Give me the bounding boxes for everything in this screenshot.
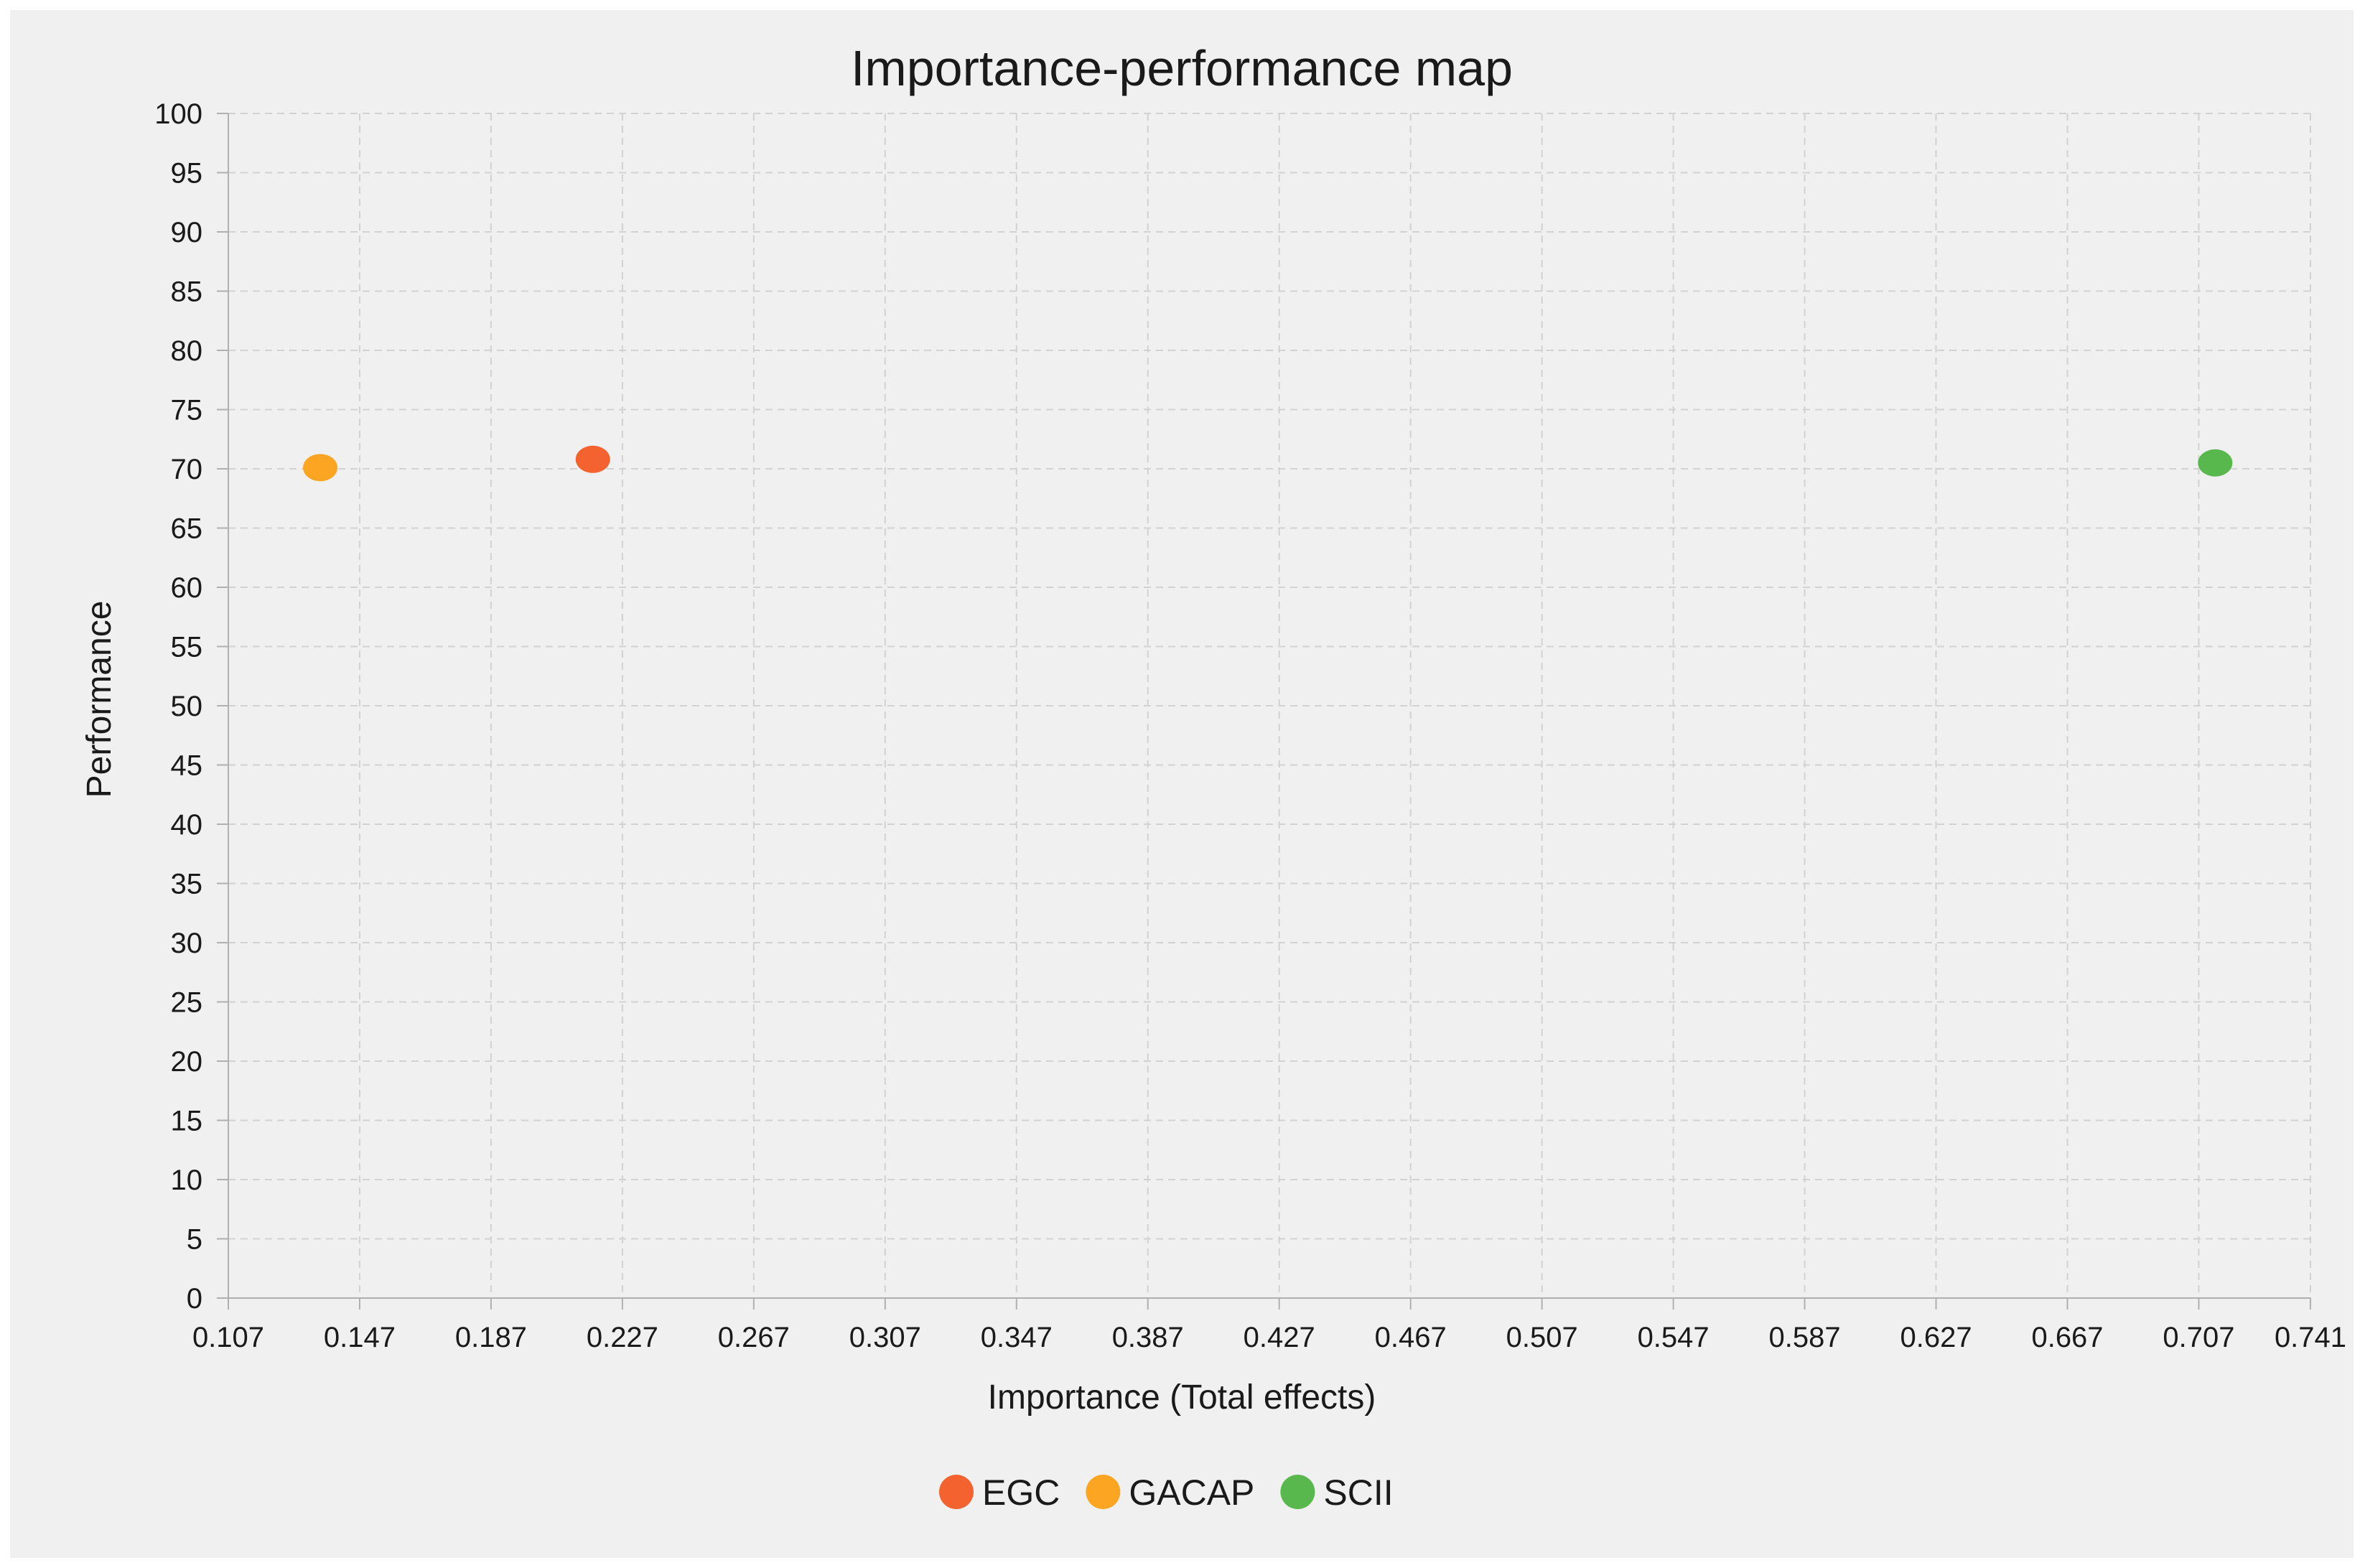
- x-axis-ticks: 0.107 0.147 0.187 0.227 0.267 0.307 0.347 0.387…: [192, 1298, 2346, 1353]
- grid-lines: [228, 113, 2311, 1298]
- chart-panel: Importance-performance map 0 5 10 15 20 25 30 3…: [10, 10, 2354, 1558]
- legend-marker-gacap: [1086, 1475, 1121, 1509]
- x-tick-label: 0.707: [2163, 1322, 2234, 1353]
- y-tick-label: 60: [171, 572, 203, 604]
- x-tick-label: 0.507: [1506, 1322, 1578, 1353]
- legend-marker-scii: [1280, 1475, 1315, 1509]
- y-tick-label: 50: [171, 691, 203, 722]
- scatter-chart: Importance-performance map 0 5 10 15 20 25 30 3…: [80, 40, 2346, 1513]
- x-tick-label: 0.107: [192, 1322, 264, 1353]
- point-gacap: [303, 454, 338, 482]
- y-tick-label: 0: [187, 1283, 202, 1315]
- x-tick-label: 0.307: [849, 1322, 921, 1353]
- x-tick-label: 0.547: [1638, 1322, 1709, 1353]
- x-tick-label: 0.427: [1244, 1322, 1315, 1353]
- y-tick-label: 45: [171, 750, 203, 782]
- y-tick-label: 10: [171, 1165, 203, 1196]
- y-tick-label: 5: [187, 1224, 202, 1256]
- x-tick-label: 0.187: [455, 1322, 527, 1353]
- chart-title: Importance-performance map: [851, 40, 1513, 96]
- legend-label-gacap: GACAP: [1129, 1473, 1254, 1513]
- x-tick-label: 0.741: [2275, 1322, 2346, 1353]
- x-tick-label: 0.467: [1375, 1322, 1447, 1353]
- y-tick-label: 65: [171, 513, 203, 545]
- y-tick-label: 95: [171, 158, 203, 190]
- point-scii: [2198, 449, 2233, 477]
- x-tick-label: 0.587: [1769, 1322, 1841, 1353]
- x-tick-label: 0.667: [2031, 1322, 2103, 1353]
- x-tick-label: 0.227: [587, 1322, 658, 1353]
- x-tick-label: 0.147: [324, 1322, 396, 1353]
- y-tick-label: 30: [171, 928, 203, 959]
- legend-label-scii: SCII: [1323, 1473, 1393, 1513]
- x-tick-label: 0.347: [981, 1322, 1053, 1353]
- y-tick-label: 40: [171, 809, 203, 841]
- y-tick-label: 100: [154, 98, 202, 130]
- x-tick-label: 0.267: [718, 1322, 790, 1353]
- y-axis-ticks: 0 5 10 15 20 25 30 35 40 45 50 55 60 65 70 75 80 85 90 95 10…: [154, 98, 228, 1315]
- y-tick-label: 80: [171, 335, 203, 367]
- y-tick-label: 90: [171, 217, 203, 248]
- x-tick-label: 0.387: [1112, 1322, 1184, 1353]
- y-tick-label: 55: [171, 632, 203, 663]
- legend: EGC GACAP SCII: [939, 1473, 1394, 1513]
- y-tick-label: 75: [171, 395, 203, 426]
- y-tick-label: 20: [171, 1046, 203, 1078]
- x-tick-label: 0.627: [1900, 1322, 1972, 1353]
- y-tick-label: 70: [171, 454, 203, 485]
- data-points: [303, 445, 2233, 482]
- y-tick-label: 15: [171, 1106, 203, 1137]
- y-tick-label: 35: [171, 869, 203, 900]
- legend-label-egc: EGC: [982, 1473, 1060, 1513]
- legend-marker-egc: [939, 1475, 974, 1509]
- y-tick-label: 85: [171, 276, 203, 308]
- y-axis-title: Performance: [80, 601, 118, 798]
- y-tick-label: 25: [171, 987, 203, 1019]
- x-axis-title: Importance (Total effects): [988, 1378, 1376, 1417]
- point-egc: [575, 445, 610, 473]
